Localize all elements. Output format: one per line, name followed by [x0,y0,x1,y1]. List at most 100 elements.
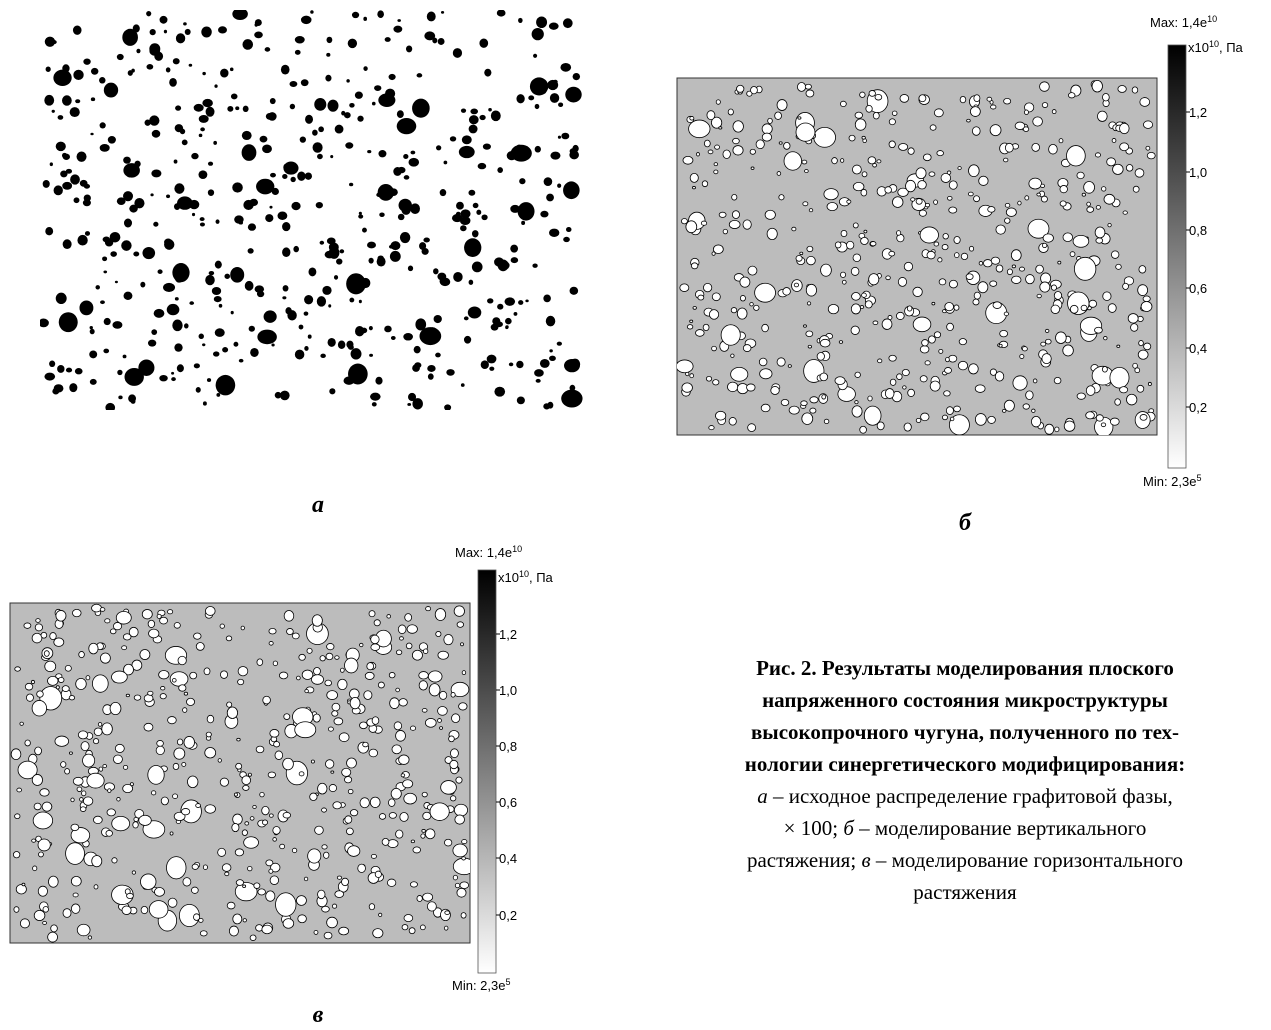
inclusion [141,906,148,913]
inclusion [31,680,34,683]
inclusion [820,373,828,381]
inclusion [1141,301,1152,311]
graphite-particle [408,393,416,401]
inclusion [1095,153,1100,157]
inclusion [236,880,243,886]
inclusion [907,306,912,311]
inclusion [113,755,122,764]
inclusion [760,369,772,379]
graphite-particle [103,271,107,274]
superscript: 5 [1196,473,1201,483]
graphite-particle [131,399,136,404]
inclusion [779,142,782,144]
graphite-particle [427,365,435,372]
inclusion [777,100,787,111]
graphite-particle [372,402,377,406]
inclusion [203,865,207,870]
text-part: x10 [1188,40,1209,55]
inclusion [34,803,41,810]
graphite-particle [326,53,330,57]
inclusion [342,878,349,885]
inclusion [864,406,881,425]
graphite-particle [358,215,363,219]
graphite-particle [52,110,55,113]
inclusion [108,789,111,793]
graphite-particle [369,354,373,357]
inclusion [417,895,422,901]
graphite-particle [196,387,201,393]
inclusion [958,167,961,170]
graphite-particle [201,27,212,38]
graphite-particle [461,383,465,387]
inclusion [1077,393,1085,399]
inclusion [461,913,466,919]
inclusion [287,628,294,634]
graphite-particle [200,223,205,227]
inclusion [896,231,900,236]
inclusion [732,194,737,200]
inclusion [173,763,179,769]
graphite-particle [550,93,559,103]
graphite-particle [377,10,384,18]
graphite-particle [549,349,552,352]
inclusion [328,727,333,731]
inclusion [346,828,353,835]
graphite-particle [312,130,318,136]
inclusion [1037,294,1041,298]
inclusion [220,624,224,628]
inclusion [1095,227,1105,238]
inclusion [80,807,86,812]
inclusion [339,733,349,742]
graphite-particle [536,16,547,28]
graphite-particle [304,346,308,351]
inclusion [938,258,942,262]
inclusion [824,419,829,423]
inclusion [161,686,165,690]
colorbar-tick-label: 1,0 [1189,165,1207,180]
graphite-particle [100,300,105,304]
inclusion [360,722,368,729]
inclusion [388,799,395,807]
graphite-particle [516,145,522,150]
inclusion [942,415,947,420]
inclusion [283,919,294,929]
graphite-particle [385,89,395,99]
inclusion [1012,276,1022,283]
inclusion [320,656,325,661]
inclusion [33,866,37,871]
inclusion [851,267,859,275]
inclusion [861,237,869,244]
inclusion [899,143,908,150]
inclusion [161,797,168,805]
graphite-particle [91,97,95,101]
inclusion [690,116,694,120]
graphite-particle [215,261,222,269]
inclusion [1026,275,1035,284]
inclusion [913,317,931,332]
graphite-particle [540,359,550,368]
inclusion [991,257,1000,264]
inclusion [419,681,427,690]
graphite-particle [105,239,113,247]
graphite-particle [213,141,217,145]
graphite-particle [212,287,221,295]
inclusion [855,372,861,377]
inclusion [38,839,50,851]
inclusion [946,357,950,361]
inclusion [280,844,285,849]
graphite-particle [202,99,213,107]
graphite-particle [462,135,472,144]
graphite-particle [320,241,325,245]
graphite-particle [453,48,462,58]
graphite-particle [103,349,109,354]
inclusion [832,158,838,164]
caption-title-line: Рис. 2. Результаты моделирования плоског… [756,656,1174,680]
graphite-particle [233,342,238,347]
inclusion [426,607,431,611]
graphite-particle [433,268,438,274]
inclusion [716,100,720,105]
inclusion [1043,234,1053,242]
inclusion [191,887,198,893]
inclusion [967,119,971,122]
graphite-particle [117,197,126,205]
